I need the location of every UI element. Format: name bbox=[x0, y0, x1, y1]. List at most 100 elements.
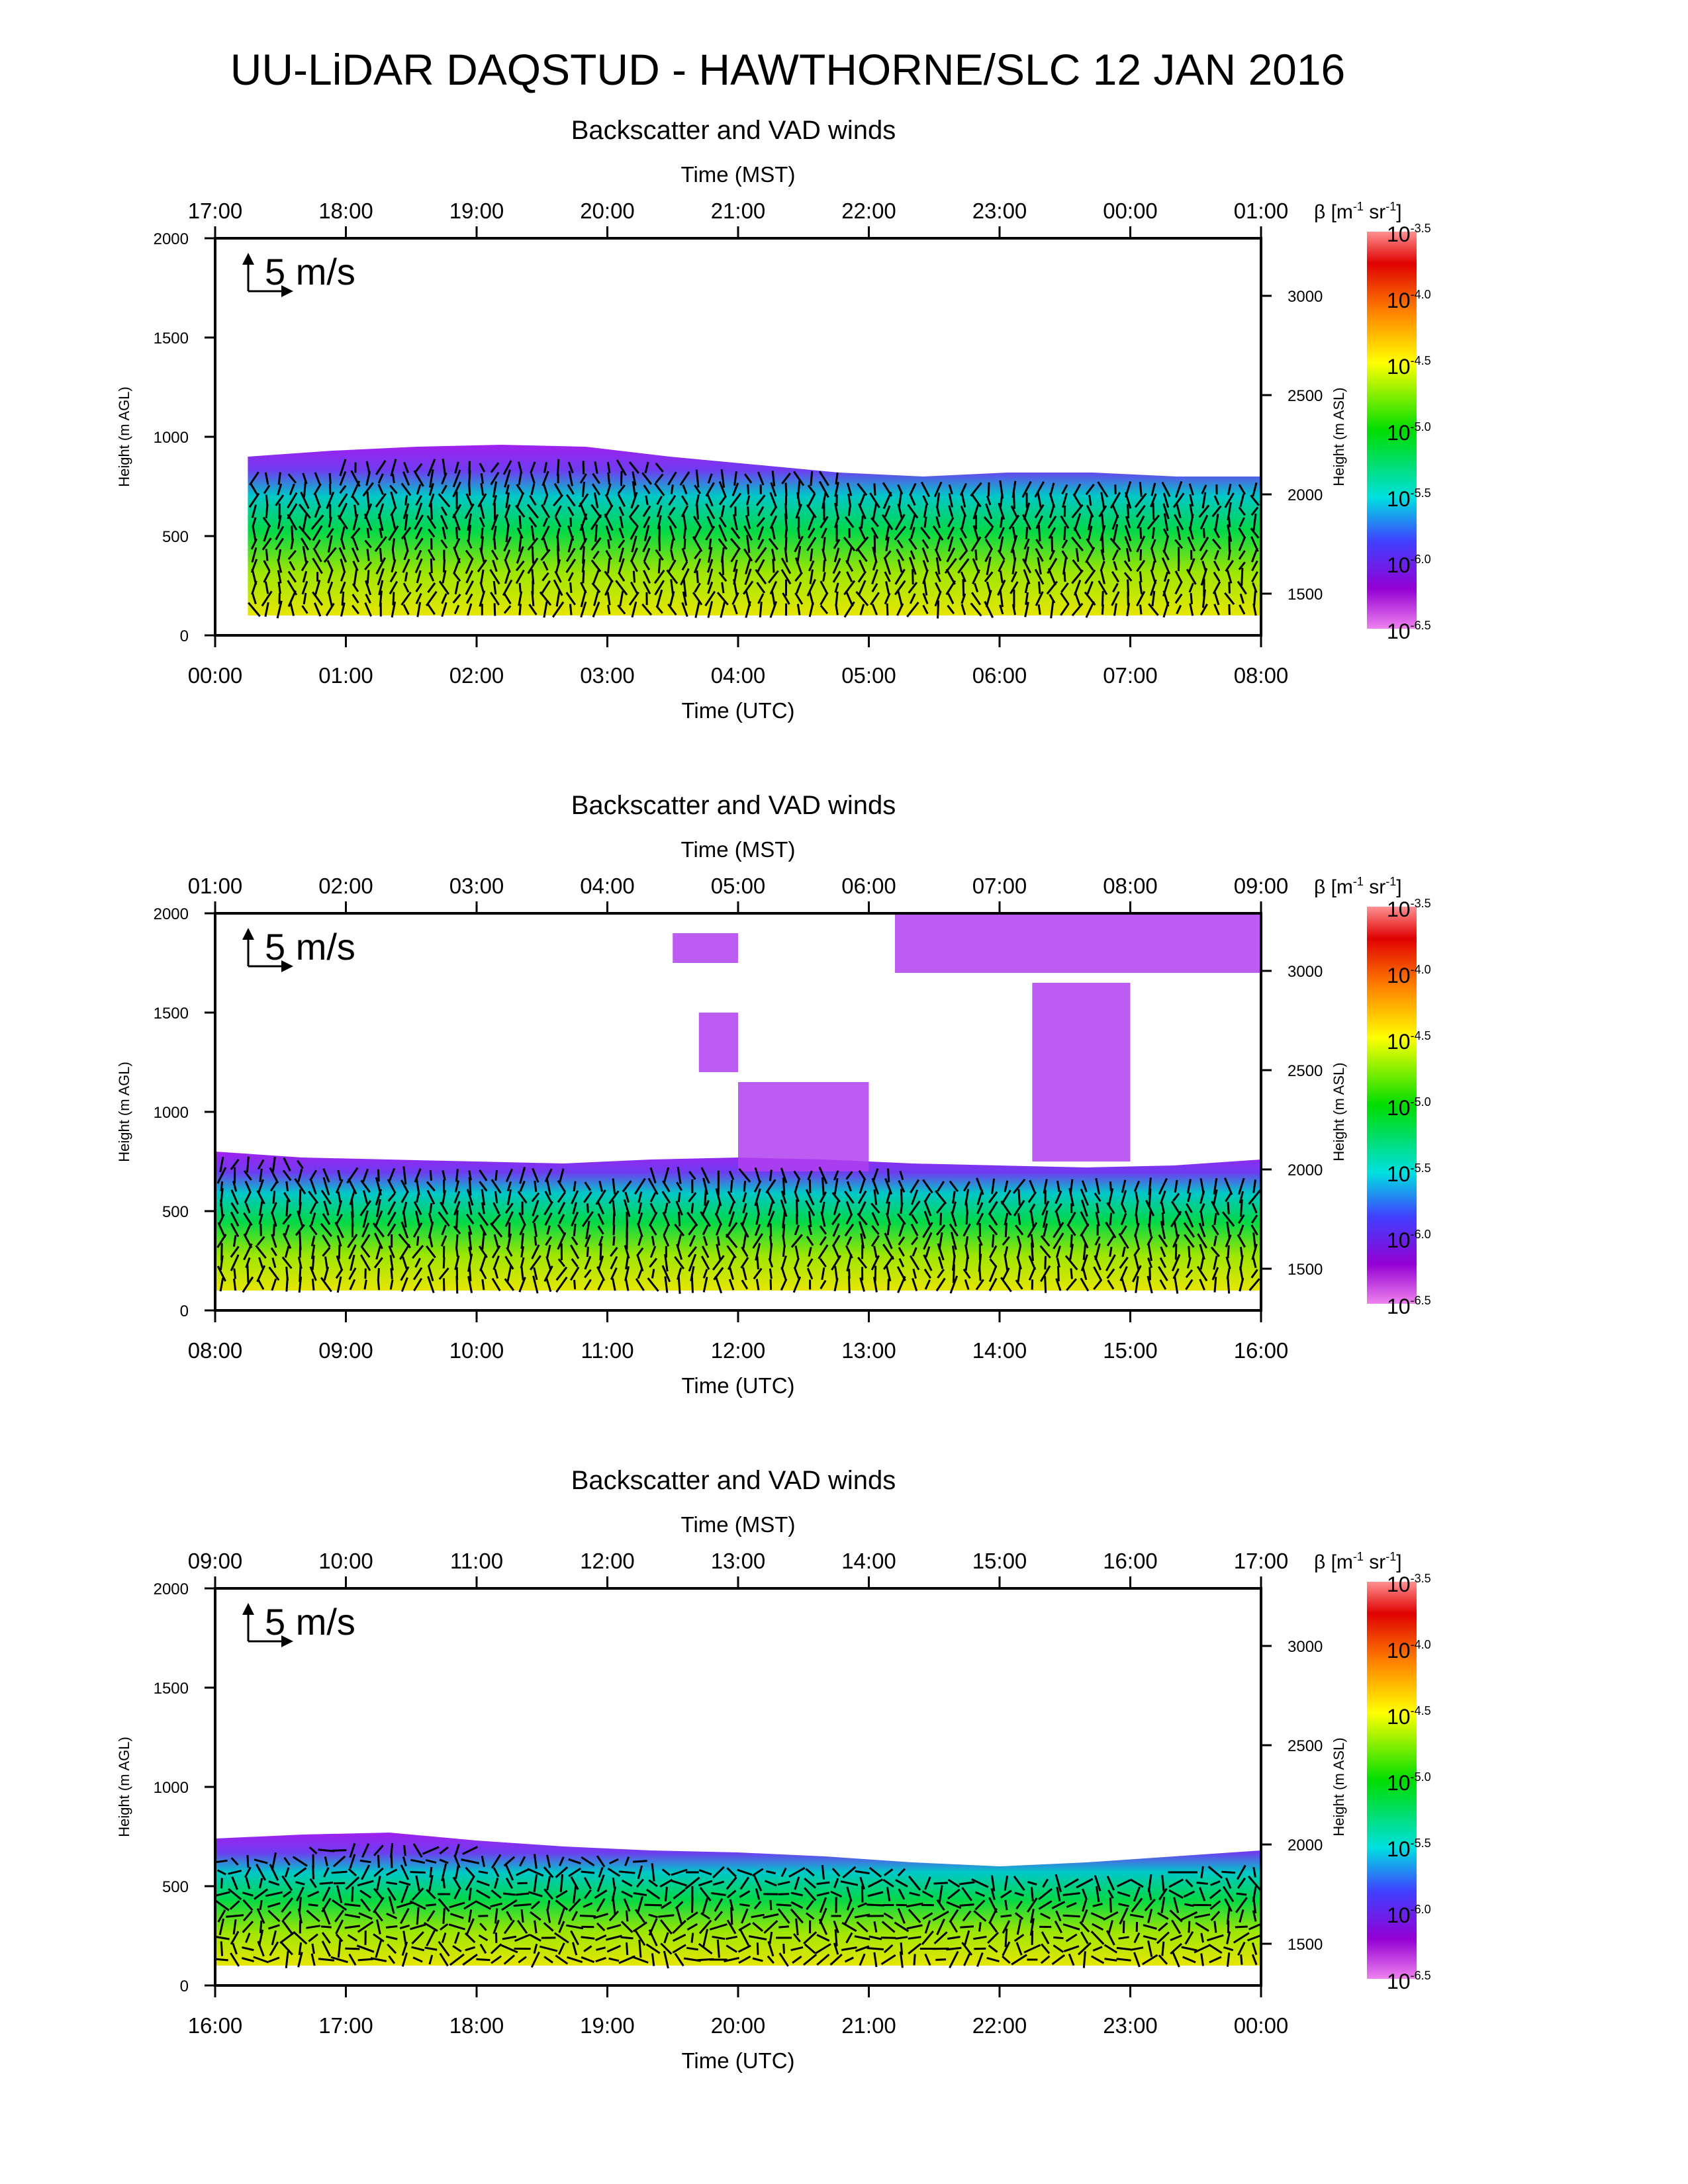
wind-arrow bbox=[1100, 492, 1105, 509]
wind-arrow bbox=[1161, 1875, 1165, 1891]
wind-arrow bbox=[258, 1257, 264, 1269]
wind-arrow bbox=[402, 604, 410, 615]
wind-arrow bbox=[504, 504, 511, 518]
wind-arrow bbox=[686, 1946, 698, 1951]
wind-arrow bbox=[999, 536, 1004, 552]
wind-arrow bbox=[1051, 1901, 1066, 1909]
wind-arrow bbox=[698, 1919, 712, 1934]
wind-arrow bbox=[1161, 557, 1171, 574]
wind-arrow bbox=[220, 1181, 224, 1191]
wind-arrow bbox=[518, 1212, 526, 1226]
wind-arrow bbox=[567, 525, 575, 541]
wind-arrow bbox=[373, 1910, 383, 1922]
wind-arrow bbox=[1158, 1954, 1168, 1965]
wind-arrow bbox=[1151, 590, 1156, 607]
wind-arrow bbox=[1143, 1924, 1157, 1930]
wind-arrow bbox=[632, 480, 637, 498]
wind-arrow bbox=[898, 1223, 905, 1237]
wind-arrow bbox=[634, 1929, 646, 1946]
wind-arrow bbox=[412, 1267, 423, 1281]
wind-arrow bbox=[651, 1863, 655, 1882]
wind-arrow bbox=[597, 1213, 604, 1225]
wind-arrow bbox=[721, 582, 725, 594]
wind-arrow bbox=[1041, 1931, 1050, 1944]
wind-arrow bbox=[912, 1277, 918, 1292]
wind-arrow bbox=[309, 1169, 318, 1181]
wind-arrow bbox=[546, 1854, 551, 1868]
wind-arrow bbox=[399, 1244, 410, 1260]
wind-arrow bbox=[610, 1255, 618, 1270]
wind-arrow bbox=[632, 471, 637, 486]
colorbar bbox=[1367, 1582, 1417, 1979]
wind-arrow bbox=[1060, 515, 1070, 529]
wind-arrow bbox=[593, 1913, 609, 1919]
wind-arrow bbox=[1180, 1911, 1198, 1921]
wind-arrow bbox=[977, 1236, 983, 1246]
wind-arrow bbox=[757, 506, 765, 517]
x2-tick-label: 02:00 bbox=[318, 874, 373, 898]
wind-arrow bbox=[277, 559, 283, 573]
wind-arrow bbox=[757, 593, 765, 604]
wind-arrow bbox=[820, 516, 829, 529]
wind-arrow bbox=[767, 1955, 775, 1964]
wind-arrow bbox=[1241, 567, 1244, 586]
x-axis-label: Time (UTC) bbox=[681, 1373, 794, 1398]
wind-arrow bbox=[364, 602, 372, 617]
x-tick-label: 02:00 bbox=[449, 663, 504, 688]
wind-arrow bbox=[555, 516, 562, 528]
wind-arrow bbox=[1189, 603, 1194, 616]
wind-arrow bbox=[599, 1243, 602, 1261]
y2-tick-label: 2500 bbox=[1288, 387, 1323, 405]
colorbar-tick-label: 10-5.0 bbox=[1387, 1095, 1431, 1120]
wind-arrow bbox=[1053, 1232, 1064, 1250]
wind-arrow bbox=[308, 1846, 318, 1855]
wind-arrow bbox=[795, 1918, 799, 1936]
wind-arrow bbox=[465, 570, 473, 584]
wind-arrow bbox=[1238, 1214, 1245, 1224]
wind-arrow bbox=[283, 1890, 292, 1898]
wind-arrow bbox=[630, 547, 638, 563]
wind-arrow bbox=[544, 1168, 553, 1183]
wind-arrow bbox=[648, 1211, 658, 1227]
wind-arrow bbox=[738, 1955, 751, 1964]
wind-arrow bbox=[583, 1945, 592, 1952]
wind-arrow bbox=[455, 1865, 459, 1880]
wind-arrow bbox=[1054, 1920, 1063, 1934]
wind-arrow bbox=[1199, 603, 1208, 616]
wind-arrow bbox=[557, 1180, 567, 1193]
wind-arrow bbox=[649, 1246, 657, 1258]
wind-arrow bbox=[426, 515, 437, 529]
wind-arrow bbox=[322, 1177, 330, 1196]
wind-arrow bbox=[1024, 582, 1029, 594]
wind-arrow bbox=[636, 1253, 644, 1272]
wind-arrow bbox=[1185, 1879, 1194, 1888]
wind-arrow bbox=[359, 1254, 371, 1271]
scale-arrow bbox=[242, 253, 293, 297]
wind-arrow bbox=[571, 1190, 579, 1205]
wind-arrow bbox=[845, 590, 854, 607]
wind-arrow bbox=[769, 1931, 773, 1944]
wind-arrow bbox=[258, 1929, 264, 1946]
wind-arrow bbox=[780, 1190, 787, 1205]
wind-arrow bbox=[415, 592, 422, 605]
colorbar-tick-label: 10-5.0 bbox=[1387, 1770, 1431, 1795]
wind-arrow bbox=[409, 1900, 426, 1910]
wind-arrow bbox=[1061, 492, 1068, 508]
wind-arrow bbox=[743, 525, 753, 541]
wind-arrow bbox=[263, 560, 271, 572]
wind-arrow bbox=[611, 1886, 617, 1902]
wind-arrow bbox=[416, 1907, 420, 1925]
wind-arrow bbox=[1168, 1889, 1184, 1899]
wind-arrow bbox=[454, 1255, 460, 1270]
wind-arrow bbox=[349, 1279, 356, 1291]
wind-arrow bbox=[796, 582, 802, 594]
wind-arrow bbox=[1174, 539, 1184, 549]
wind-arrow bbox=[887, 1168, 890, 1183]
wind-arrow bbox=[400, 1179, 409, 1193]
wind-arrow bbox=[859, 1876, 865, 1890]
wind-arrow bbox=[309, 1178, 317, 1195]
wind-arrow bbox=[489, 569, 500, 585]
wind-arrow bbox=[479, 463, 486, 473]
wind-arrow bbox=[568, 1867, 582, 1878]
wind-arrow bbox=[297, 1160, 304, 1169]
